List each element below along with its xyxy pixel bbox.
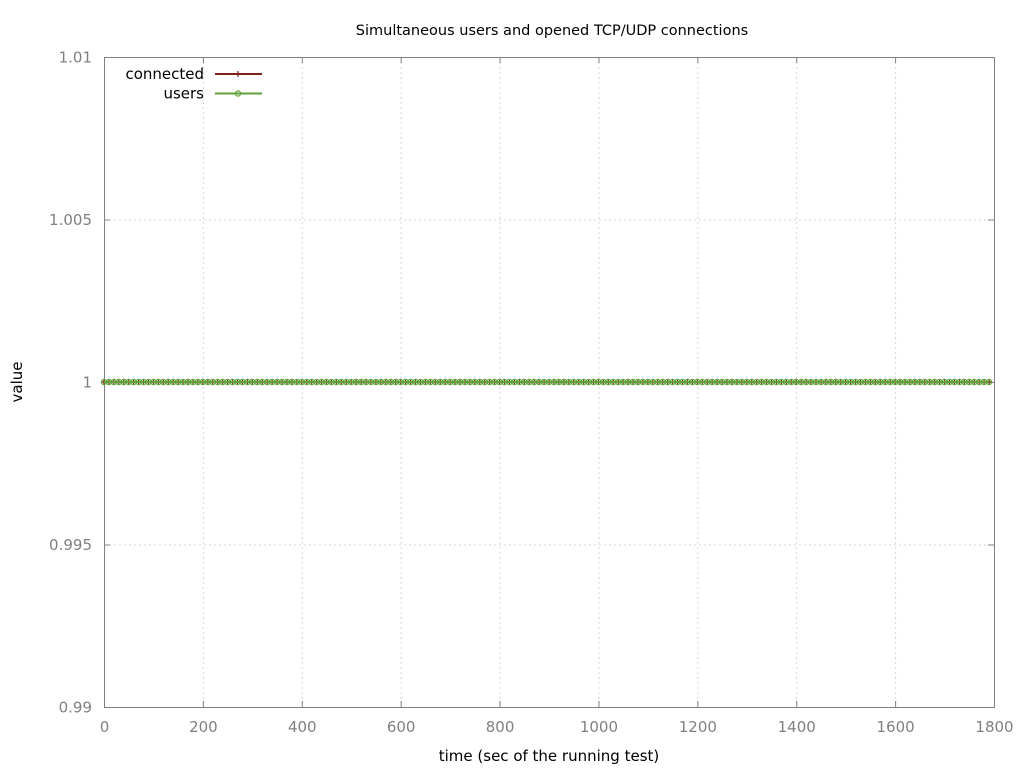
y-tick-label: 1: [82, 374, 92, 392]
y-tick-label: 1.01: [59, 49, 92, 67]
y-tick-label: 0.995: [49, 536, 92, 554]
series-layer: [100, 378, 993, 386]
x-tick-label: 1400: [778, 718, 816, 736]
series-users: [100, 378, 993, 386]
x-tick-label: 1800: [975, 718, 1013, 736]
y-axis-label: value: [8, 362, 26, 403]
x-tick-label: 200: [189, 718, 218, 736]
axis-ticks: 0 200 400 600 800 1000 1200 1400 1600 1800 0.99 0.9…: [49, 49, 1014, 737]
x-axis-label: time (sec of the running test): [439, 747, 660, 765]
x-tick-label: 1000: [580, 718, 618, 736]
legend-item-connected: connected: [125, 65, 262, 83]
x-tick-label: 1200: [679, 718, 717, 736]
legend-marker: [235, 71, 241, 77]
y-tick-label: 0.99: [59, 699, 92, 717]
x-tick-label: 800: [486, 718, 515, 736]
x-tick-label: 400: [288, 718, 317, 736]
x-tick-label: 1600: [877, 718, 915, 736]
y-tick-label: 1.005: [49, 211, 92, 229]
data-point-users: [985, 378, 993, 386]
legend-marker: [234, 90, 242, 97]
legend-item-users: users: [163, 85, 262, 103]
legend-label: users: [163, 85, 204, 103]
x-tick-label: 0: [100, 718, 110, 736]
x-tick-label: 600: [387, 718, 416, 736]
legend: connected users: [125, 65, 262, 103]
chart-title: Simultaneous users and opened TCP/UDP co…: [356, 23, 748, 39]
legend-label: connected: [125, 65, 204, 83]
